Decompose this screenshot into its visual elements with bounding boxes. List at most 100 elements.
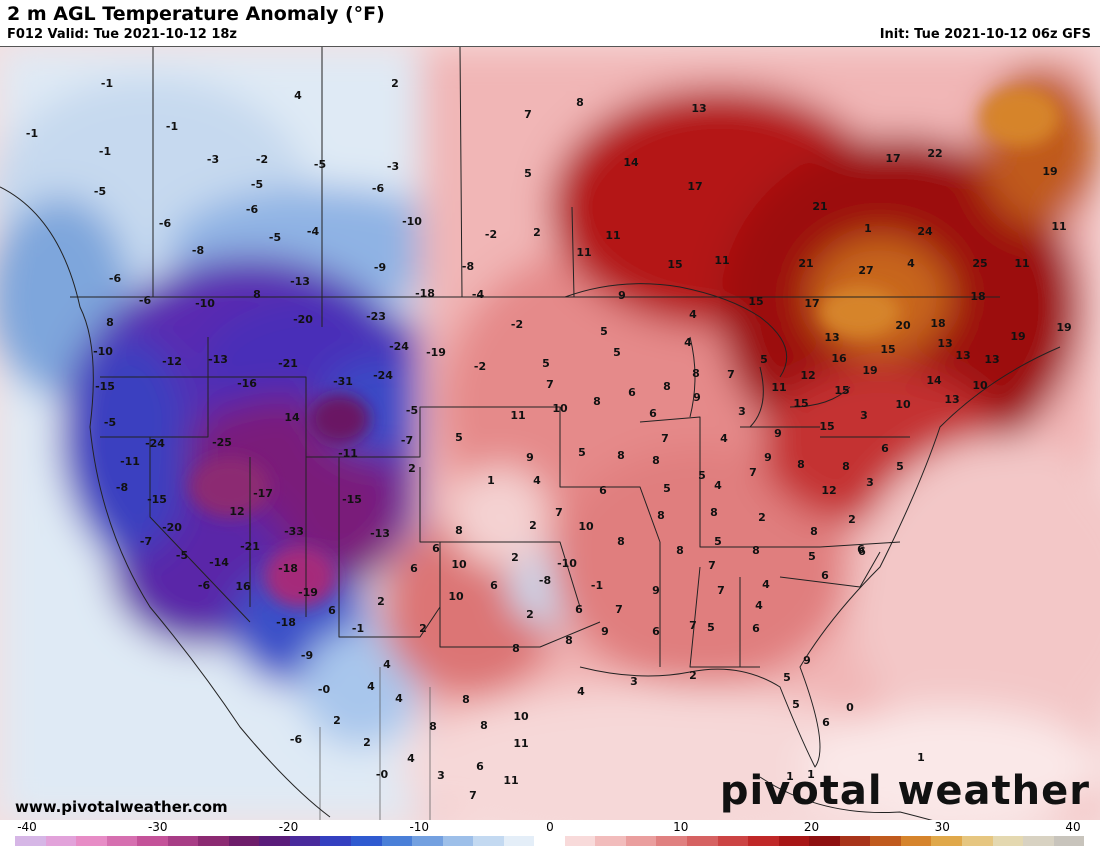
map-title: 2 m AGL Temperature Anomaly (°F): [7, 3, 385, 25]
anomaly-value-label: -1: [101, 77, 113, 90]
anomaly-value-label: 6: [490, 579, 498, 592]
anomaly-value-label: 9: [601, 625, 609, 638]
anomaly-value-label: 2: [408, 462, 416, 475]
anomaly-value-label: -15: [147, 493, 167, 506]
anomaly-value-label: 2: [377, 595, 385, 608]
legend-swatch: [228, 836, 260, 846]
anomaly-value-label: -7: [140, 535, 152, 548]
legend-swatch: [198, 836, 229, 846]
anomaly-value-label: 8: [253, 288, 261, 301]
anomaly-value-label: -1: [352, 622, 364, 635]
legend-tick-label: 0: [546, 820, 554, 834]
anomaly-value-label: -13: [290, 275, 310, 288]
anomaly-value-label: 5: [714, 535, 722, 548]
anomaly-value-label: 6: [410, 562, 418, 575]
anomaly-value-label: -1: [591, 579, 603, 592]
anomaly-value-label: 3: [860, 409, 868, 422]
anomaly-value-label: 14: [926, 374, 942, 387]
anomaly-value-label: -7: [401, 434, 413, 447]
anomaly-value-label: 8: [617, 535, 625, 548]
site-url[interactable]: www.pivotalweather.com: [15, 798, 228, 816]
anomaly-value-label: 2: [511, 551, 519, 564]
anomaly-value-label: 14: [284, 411, 300, 424]
anomaly-value-label: 10: [895, 398, 911, 411]
anomaly-value-label: -23: [366, 310, 386, 323]
anomaly-value-label: -1: [99, 145, 111, 158]
anomaly-value-label: -9: [374, 261, 386, 274]
legend-swatch: [687, 836, 718, 846]
anomaly-value-label: 7: [749, 466, 757, 479]
anomaly-value-label: 0: [846, 701, 854, 714]
anomaly-value-label: 6: [652, 625, 660, 638]
anomaly-map: -1 2 4 -1 -1 -1 -3 -2 -5 -3 -5 -5 -6 -6 -6 -10 -5 -4 -2 2 -8…: [0, 46, 1100, 821]
anomaly-value-label: 4: [577, 685, 585, 698]
anomaly-value-label: 15: [793, 397, 808, 410]
anomaly-value-label: 8: [663, 380, 671, 393]
anomaly-value-label: 5: [783, 671, 791, 684]
anomaly-value-label: 6: [628, 386, 636, 399]
anomaly-value-label: -8: [539, 574, 551, 587]
anomaly-value-label: 22: [927, 147, 942, 160]
anomaly-value-label: 2: [533, 226, 541, 239]
legend-swatch: [473, 836, 504, 846]
legend-swatch: [259, 836, 290, 846]
anomaly-value-label: 11: [605, 229, 620, 242]
anomaly-value-label: 1: [917, 751, 925, 764]
anomaly-value-label: 9: [618, 289, 626, 302]
anomaly-value-label: 2: [363, 736, 371, 749]
color-legend: -40 -30 -20 -10 0 10 20 30 40: [0, 820, 1100, 850]
anomaly-value-label: 11: [1051, 220, 1066, 233]
anomaly-value-label: -3: [207, 153, 219, 166]
anomaly-value-label: 4: [407, 752, 415, 765]
legend-swatch: [839, 836, 871, 846]
boundaries: [0, 47, 1061, 821]
anomaly-value-label: 4: [907, 257, 915, 270]
anomaly-value-label: -2: [256, 153, 268, 166]
anomaly-value-label: 20: [895, 319, 911, 332]
anomaly-value-label: 3: [866, 476, 874, 489]
anomaly-value-label: 13: [955, 349, 970, 362]
anomaly-value-label: 7: [615, 603, 623, 616]
anomaly-value-label: -18: [276, 616, 296, 629]
legend-swatch: [289, 836, 321, 846]
anomaly-value-label: 15: [667, 258, 682, 271]
anomaly-value-label: 12: [800, 369, 815, 382]
anomaly-value-label: -4: [472, 288, 485, 301]
anomaly-value-label: -8: [462, 260, 474, 273]
anomaly-value-label: 11: [576, 246, 591, 259]
legend-tick-label: -40: [17, 820, 37, 834]
anomaly-value-label: -1: [166, 120, 178, 133]
anomaly-value-label: 13: [691, 102, 706, 115]
anomaly-value-label: -10: [195, 297, 215, 310]
anomaly-value-label: 6: [432, 542, 440, 555]
legend-swatch: [167, 836, 199, 846]
legend-tick-label: 40: [1065, 820, 1081, 834]
anomaly-value-label: 10: [552, 402, 568, 415]
anomaly-value-label: 19: [1042, 165, 1057, 178]
anomaly-value-label: -0: [376, 768, 389, 781]
anomaly-value-label: 6: [752, 622, 760, 635]
anomaly-value-label: 5: [760, 353, 768, 366]
anomaly-value-label: 11: [510, 409, 525, 422]
legend-tick-label: 10: [673, 820, 689, 834]
anomaly-value-label: -15: [95, 380, 115, 393]
legend-swatch: [381, 836, 413, 846]
anomaly-value-label: 6: [821, 569, 829, 582]
legend-swatch: [534, 836, 565, 846]
anomaly-value-label: -6: [290, 733, 303, 746]
anomaly-value-label: -10: [557, 557, 577, 570]
legend-swatch: [1053, 836, 1085, 846]
legend-swatch: [595, 836, 626, 846]
anomaly-value-label: -13: [370, 527, 390, 540]
anomaly-value-label: 9: [693, 391, 701, 404]
anomaly-value-label: -18: [415, 287, 435, 300]
legend-swatch: [778, 836, 810, 846]
anomaly-value-label: 4: [689, 308, 697, 321]
legend-swatch: [961, 836, 993, 846]
anomaly-value-label: -18: [278, 562, 298, 575]
legend-swatch: [503, 836, 535, 846]
anomaly-value-label: 13: [984, 353, 999, 366]
anomaly-value-label: 7: [708, 559, 716, 572]
anomaly-value-label: -2: [485, 228, 497, 241]
anomaly-value-label: 13: [824, 331, 839, 344]
